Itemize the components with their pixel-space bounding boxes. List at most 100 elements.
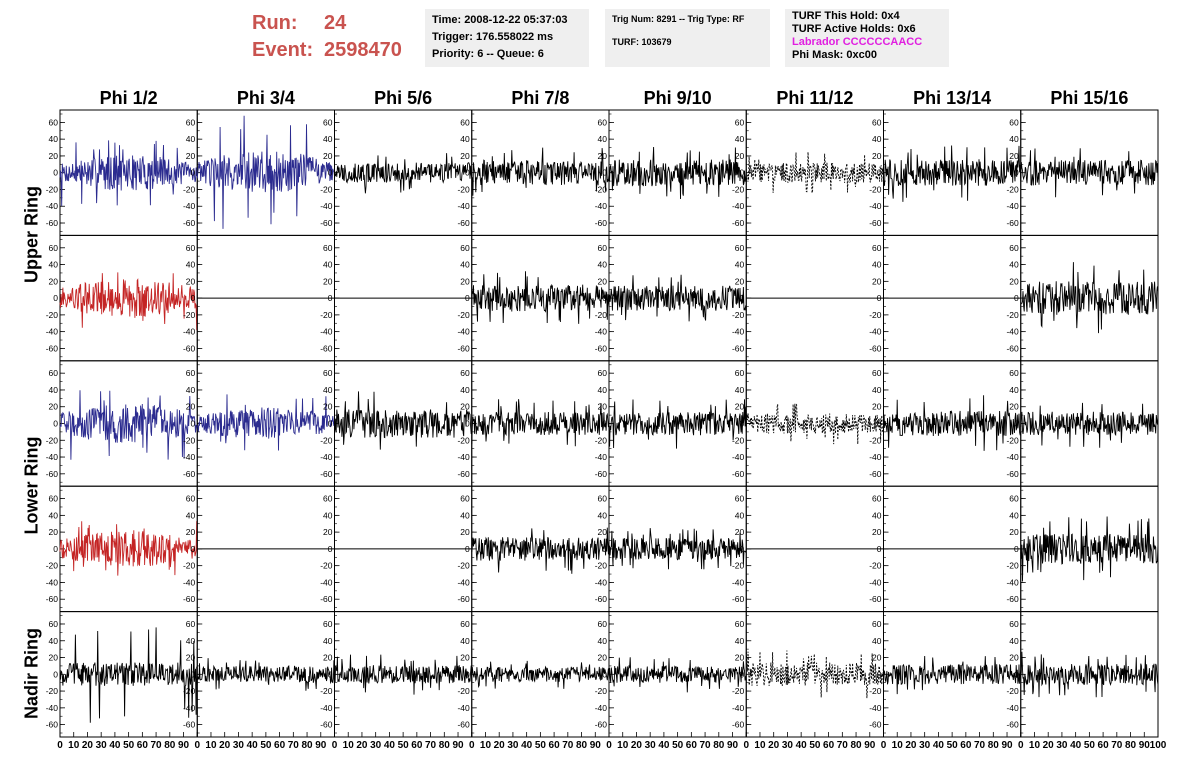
waveform-4-3 — [471, 660, 610, 689]
panel-2-5 — [745, 360, 884, 487]
y-tick-label-4-3-1: 40 — [460, 636, 470, 646]
y-tick-label-4-7-1: 40 — [1009, 636, 1019, 646]
y-tick-label-1-2-2: 20 — [323, 276, 333, 286]
y-tick-label-4-5-0: 60 — [735, 619, 745, 629]
y-tick-label-2-7-0: 60 — [1009, 368, 1019, 378]
y-tick-label-0-0-0: 60 — [49, 117, 59, 127]
y-tick-label-1-2-3: 0 — [328, 293, 333, 303]
y-tick-label-0-7-4: -20 — [1006, 184, 1019, 194]
y-tick-label-0-1-1: 40 — [186, 134, 196, 144]
y-tick-label-0-7-6: -60 — [1006, 218, 1019, 228]
y-tick-label-1-3-6: -60 — [457, 343, 470, 353]
x-tick-label-3-5: 50 — [535, 740, 547, 751]
y-tick-label-1-7-2: 20 — [1009, 276, 1019, 286]
waveform-3-3 — [471, 527, 610, 574]
y-tick-label-0-0-4: -20 — [46, 184, 59, 194]
y-tick-label-4-3-0: 60 — [460, 619, 470, 629]
y-tick-label-2-4-6: -60 — [595, 469, 608, 479]
y-tick-label-2-4-0: 60 — [598, 368, 608, 378]
x-tick-label-0-9: 90 — [178, 740, 190, 751]
x-tick-label-2-1: 10 — [343, 740, 355, 751]
x-tick-label-0-0: 0 — [57, 740, 63, 751]
y-tick-label-4-2-6: -60 — [320, 720, 333, 730]
x-tick-label-4-2: 20 — [631, 740, 643, 751]
y-tick-label-0-7-3: 0 — [1014, 168, 1019, 178]
y-tick-label-4-6-4: -20 — [869, 686, 882, 696]
y-tick-label-1-4-5: -40 — [595, 327, 608, 337]
y-tick-label-4-5-6: -60 — [732, 720, 745, 730]
y-tick-label-3-3-1: 40 — [460, 510, 470, 520]
y-tick-label-2-1-5: -40 — [183, 452, 196, 462]
waveform-4-7 — [1020, 651, 1159, 698]
y-tick-label-2-7-6: -60 — [1006, 469, 1019, 479]
x-tick-label-2-9: 90 — [452, 740, 464, 751]
x-tick-label-6-8: 80 — [988, 740, 1000, 751]
y-tick-label-1-1-4: -20 — [183, 310, 196, 320]
y-tick-label-1-3-5: -40 — [457, 327, 470, 337]
y-tick-label-4-3-2: 20 — [460, 653, 470, 663]
x-tick-label-1-6: 60 — [274, 740, 286, 751]
y-tick-label-2-7-5: -40 — [1006, 452, 1019, 462]
y-tick-label-2-5-6: -60 — [732, 469, 745, 479]
y-tick-label-3-2-3: 0 — [328, 544, 333, 554]
y-tick-label-1-1-3: 0 — [191, 293, 196, 303]
y-tick-label-1-2-1: 40 — [323, 260, 333, 270]
y-tick-label-1-6-2: 20 — [872, 276, 882, 286]
x-tick-label-6-5: 50 — [947, 740, 959, 751]
waveform-2-4 — [608, 399, 747, 449]
y-tick-label-3-5-3: 0 — [740, 544, 745, 554]
y-tick-label-2-0-3: 0 — [53, 419, 58, 429]
x-tick-label-4-0: 0 — [606, 740, 612, 751]
y-tick-label-1-0-3: 0 — [53, 293, 58, 303]
y-tick-label-3-5-4: -20 — [732, 561, 745, 571]
y-tick-label-3-5-5: -40 — [732, 577, 745, 587]
y-tick-label-2-6-3: 0 — [877, 419, 882, 429]
x-tick-label-3-9: 90 — [590, 740, 602, 751]
y-tick-label-3-3-3: 0 — [465, 544, 470, 554]
y-tick-label-0-0-2: 20 — [49, 151, 59, 161]
x-tick-label-0-6: 60 — [137, 740, 149, 751]
y-tick-label-2-7-4: -20 — [1006, 435, 1019, 445]
y-tick-label-2-3-4: -20 — [457, 435, 470, 445]
y-tick-label-3-2-1: 40 — [323, 510, 333, 520]
waveform-3-0 — [59, 521, 198, 576]
x-tick-label-5-6: 60 — [823, 740, 835, 751]
column-header-3: Phi 5/6 — [374, 88, 433, 108]
labrador-text: Labrador CCCCCCAACC — [792, 36, 923, 48]
turf-info-box: TURF This Hold: 0x4 TURF Active Holds: 0… — [785, 9, 949, 67]
y-tick-label-0-1-0: 60 — [186, 117, 196, 127]
y-tick-label-2-5-4: -20 — [732, 435, 745, 445]
y-tick-label-3-2-2: 20 — [323, 527, 333, 537]
y-tick-label-1-5-0: 60 — [735, 243, 745, 253]
x-tick-label-7-5: 50 — [1084, 740, 1096, 751]
y-tick-label-3-3-0: 60 — [460, 494, 470, 504]
waveform-1-3 — [471, 271, 610, 324]
column-header-4: Phi 7/8 — [511, 88, 570, 108]
y-tick-label-3-7-3: 0 — [1014, 544, 1019, 554]
y-tick-label-3-4-2: 20 — [598, 527, 608, 537]
x-tick-label-4-5: 50 — [672, 740, 684, 751]
x-tick-label-1-3: 30 — [233, 740, 245, 751]
y-tick-label-0-6-0: 60 — [872, 117, 882, 127]
y-tick-label-1-3-3: 0 — [465, 293, 470, 303]
y-tick-label-2-0-0: 60 — [49, 368, 59, 378]
y-tick-label-3-6-4: -20 — [869, 561, 882, 571]
y-tick-label-2-1-3: 0 — [191, 419, 196, 429]
y-tick-label-0-5-6: -60 — [732, 218, 745, 228]
y-tick-label-0-7-2: 20 — [1009, 151, 1019, 161]
y-tick-label-2-6-4: -20 — [869, 435, 882, 445]
y-tick-label-2-6-5: -40 — [869, 452, 882, 462]
y-tick-label-4-6-3: 0 — [877, 669, 882, 679]
waveform-3-4 — [608, 528, 747, 570]
y-tick-label-3-6-1: 40 — [872, 510, 882, 520]
y-tick-label-2-2-5: -40 — [320, 452, 333, 462]
x-tick-label-6-6: 60 — [960, 740, 972, 751]
y-tick-label-3-7-2: 20 — [1009, 527, 1019, 537]
y-tick-label-4-3-3: 0 — [465, 669, 470, 679]
trig-info-box: Trig Num: 8291 -- Trig Type: RF TURF: 10… — [605, 9, 770, 67]
x-tick-label-1-2: 20 — [219, 740, 231, 751]
time-info-box: Time: 2008-12-22 05:37:03 Trigger: 176.5… — [425, 9, 589, 67]
y-tick-label-2-2-0: 60 — [323, 368, 333, 378]
waveform-2-5 — [745, 403, 884, 445]
event-label: Event: — [252, 39, 314, 61]
